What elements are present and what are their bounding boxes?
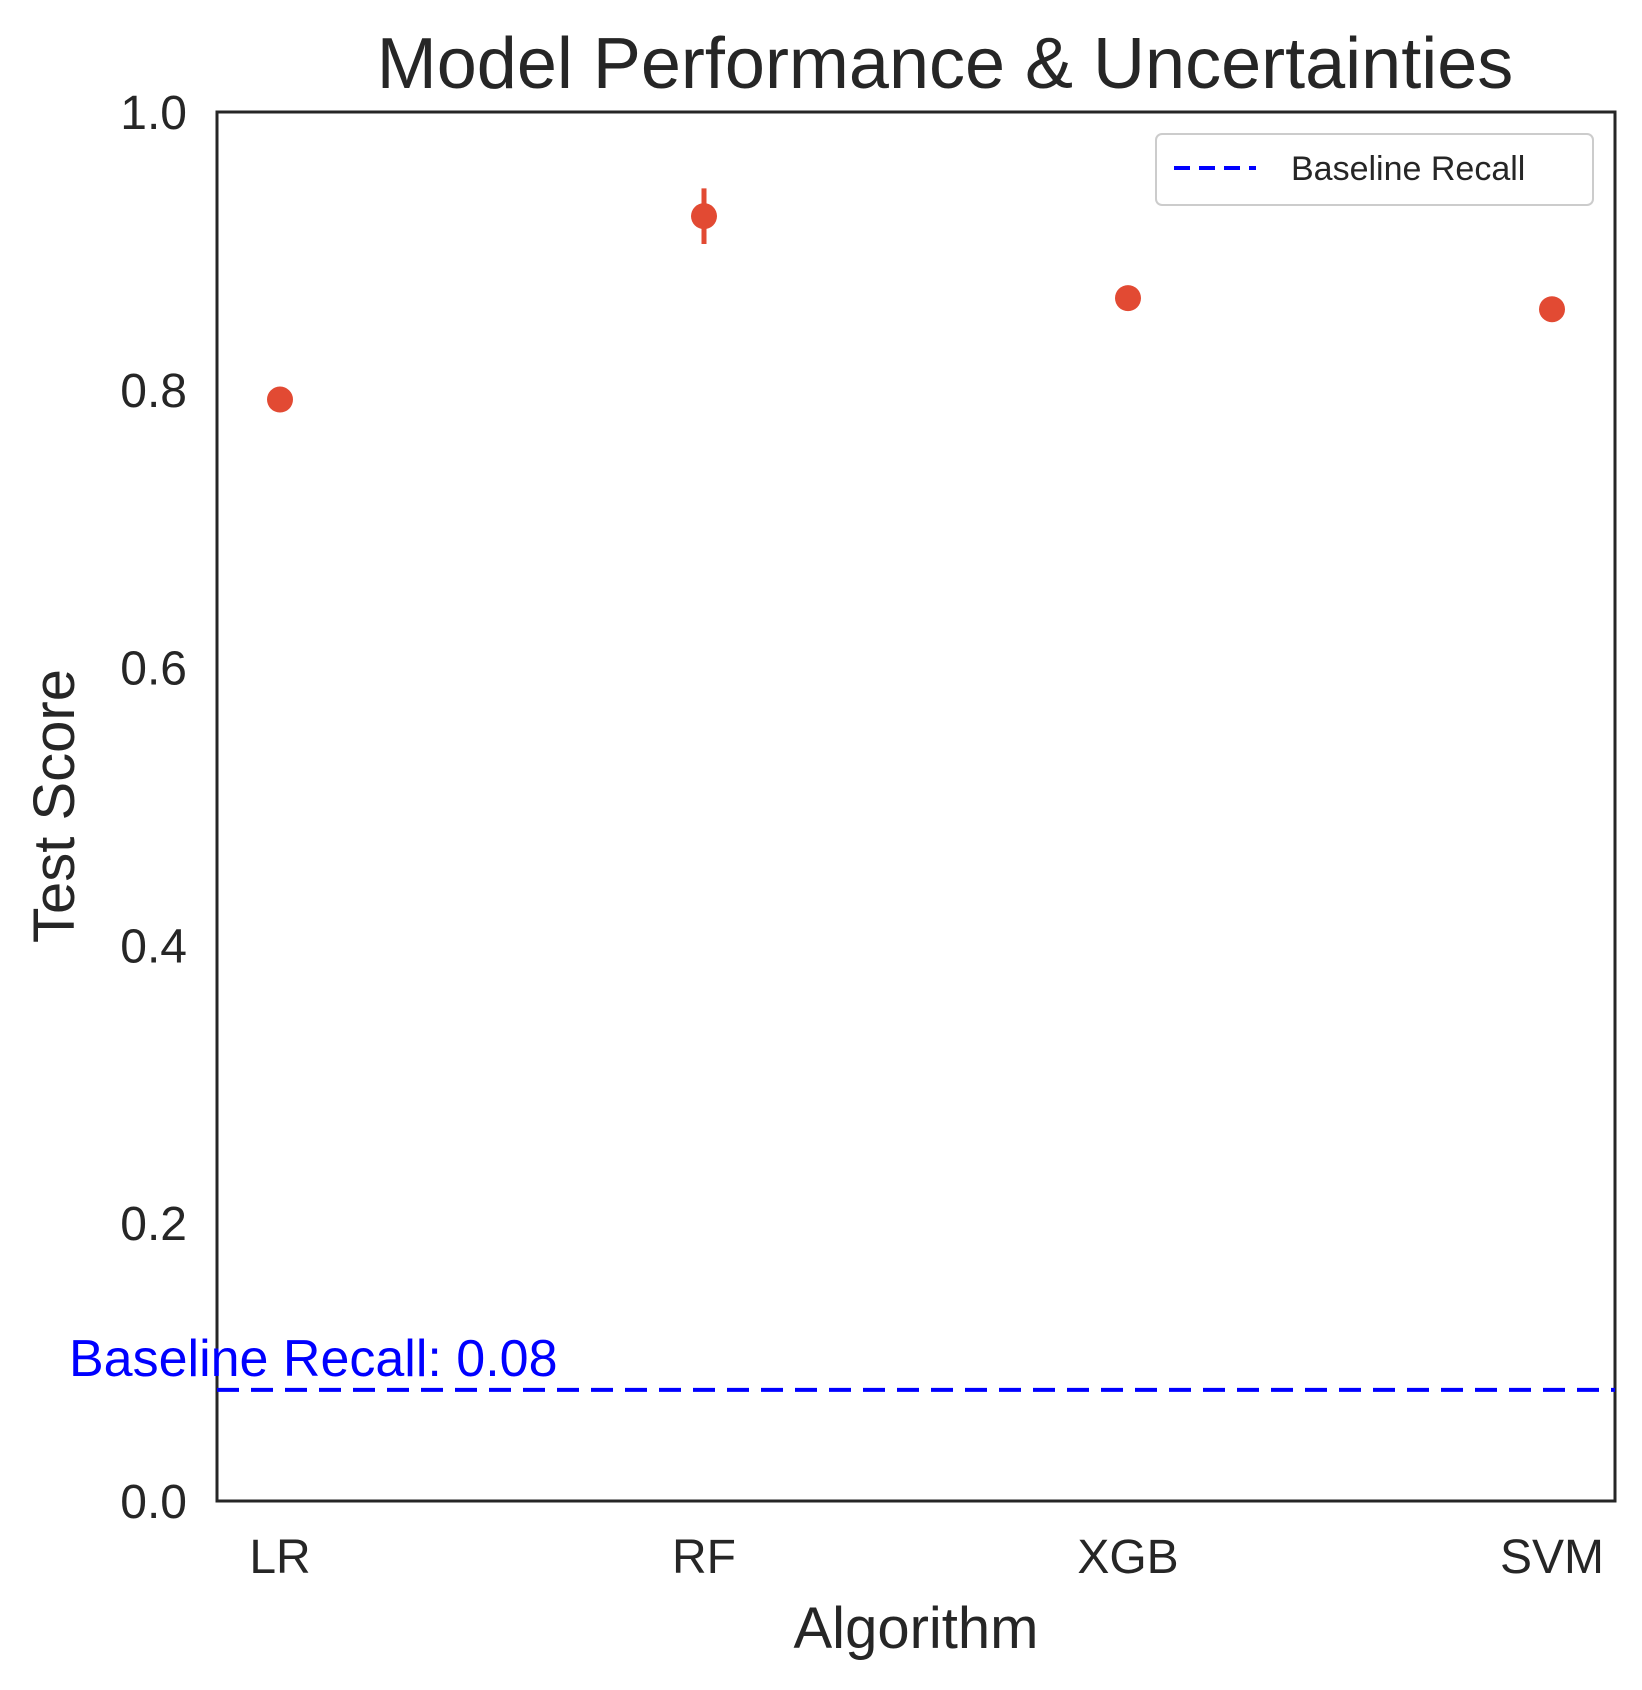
x-tick-labels: LR RF XGB SVM [249,1531,1604,1584]
plot-frame [215,110,1617,1503]
x-tick-label: SVM [1500,1531,1604,1584]
data-point [1539,296,1565,323]
legend-box [1155,133,1594,206]
y-tick-label: 0.2 [120,1198,187,1251]
x-tick-label: RF [672,1531,736,1584]
y-tick-label: 0.6 [120,643,187,696]
data-point [691,203,717,230]
data-points [267,188,1565,413]
data-point [267,386,293,413]
y-tick-labels: 0.0 0.2 0.4 0.6 0.8 1.0 [120,87,187,1529]
legend: Baseline Recall [1155,133,1594,206]
y-tick-label: 1.0 [120,87,187,140]
baseline-annotation: Baseline Recall: 0.08 [69,1330,558,1388]
y-axis-label: Test Score [22,669,87,943]
data-point [1115,285,1141,312]
y-tick-label: 0.0 [120,1476,187,1529]
y-tick-label: 0.4 [120,920,187,973]
x-tick-label: LR [249,1531,310,1584]
x-axis-label: Algorithm [794,1596,1039,1661]
legend-label-baseline: Baseline Recall [1291,150,1525,188]
y-tick-label: 0.8 [120,365,187,418]
x-tick-label: XGB [1077,1531,1178,1584]
chart-title: Model Performance & Uncertainties [377,24,1514,104]
